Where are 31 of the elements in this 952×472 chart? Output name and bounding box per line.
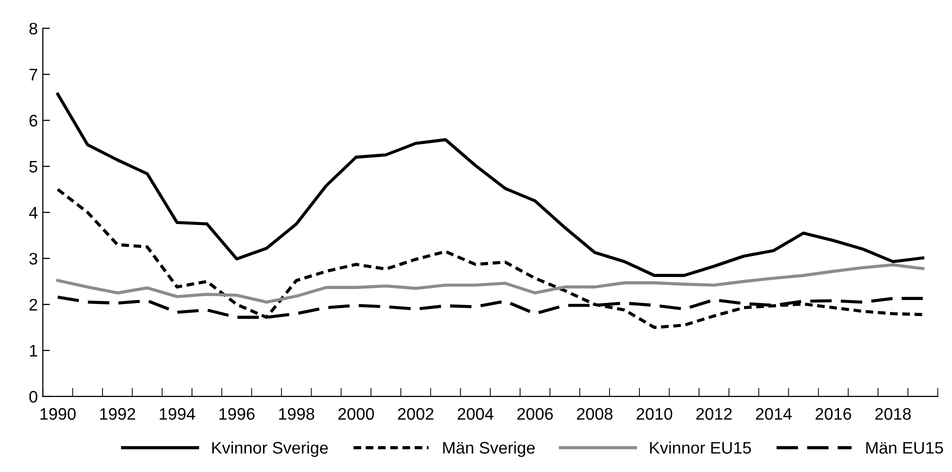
x-tick-label: 1992 (100, 408, 136, 420)
x-tick-label: 2016 (816, 408, 852, 420)
x-tick-label: 1990 (40, 408, 76, 420)
x-tick-label: 2004 (458, 408, 494, 420)
legend-label: Kvinnor EU15 (650, 441, 751, 454)
y-tick-label: 8 (29, 22, 38, 35)
x-tick-label: 2008 (576, 408, 612, 420)
y-tick-label: 1 (30, 345, 38, 356)
x-tick-label: 1998 (279, 408, 314, 420)
y-tick-label: 5 (29, 160, 38, 173)
line-series (56, 263, 924, 304)
y-tick-label: 6 (30, 114, 38, 127)
x-tick-label: 2006 (517, 408, 553, 420)
x-tick-label: 2000 (338, 408, 374, 420)
line-series (56, 188, 924, 329)
x-tick-label: 1996 (219, 408, 255, 420)
y-tick-label: 4 (29, 206, 38, 218)
x-tick-label: 2014 (756, 408, 792, 420)
y-tick-label: 7 (30, 68, 38, 80)
legend-label: Män Sverige (443, 441, 535, 457)
line-series (56, 92, 924, 277)
legend-label: Kvinnor Sverige (212, 441, 328, 457)
y-tick-label: 2 (30, 298, 38, 310)
y-tick-label: 0 (29, 390, 38, 403)
x-tick-label: 2012 (696, 408, 732, 420)
x-tick-label: 2018 (875, 408, 911, 420)
x-tick-label: 2002 (398, 408, 434, 420)
legend-label: Män EU15 (866, 442, 943, 454)
x-tick-label: 2010 (636, 408, 672, 420)
y-tick-label: 3 (29, 252, 38, 265)
x-tick-label: 1994 (160, 408, 196, 420)
